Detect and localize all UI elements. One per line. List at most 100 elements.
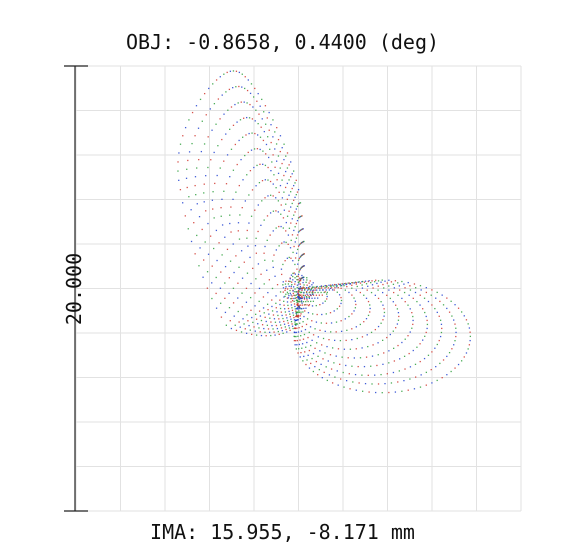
spot-point (359, 282, 362, 284)
spot-point (268, 111, 270, 114)
spot-point (312, 291, 314, 294)
spot-point (446, 307, 448, 310)
spot-point (296, 268, 298, 270)
spot-point (345, 282, 347, 285)
spot-point (232, 70, 235, 72)
spot-point (343, 386, 345, 388)
spot-point (292, 275, 294, 278)
spot-point (455, 327, 457, 329)
spot-point (297, 331, 300, 333)
spot-point (270, 194, 272, 196)
spot-point (377, 354, 379, 356)
spot-point (382, 291, 384, 294)
spot-point (232, 169, 235, 171)
spot-point (322, 358, 324, 360)
spot-point (300, 255, 302, 258)
spot-point (389, 297, 391, 300)
spot-point (190, 209, 192, 211)
spot-point (240, 250, 243, 252)
spot-point (283, 209, 285, 211)
spot-point (407, 389, 409, 391)
spot-point (285, 203, 287, 205)
spot-point (316, 342, 318, 344)
spot-point (272, 154, 274, 156)
spot-point (436, 291, 438, 294)
spot-point (354, 300, 357, 302)
spot-point (293, 184, 295, 187)
spot-point (337, 287, 339, 289)
spot-point (386, 294, 388, 296)
spot-point (237, 102, 239, 104)
spot-point (288, 324, 290, 327)
spot-point (368, 280, 370, 282)
spot-point (264, 105, 267, 107)
spot-point (279, 299, 281, 301)
spot-point (297, 293, 299, 295)
spot-point (219, 118, 221, 120)
spot-point (344, 289, 346, 291)
spot-point (234, 103, 236, 106)
spot-point (258, 113, 260, 115)
spot-point (351, 287, 353, 289)
spot-point (295, 314, 298, 316)
spot-point (282, 284, 284, 286)
spot-point (304, 351, 306, 353)
spot-point (294, 305, 296, 308)
spot-point (413, 388, 416, 390)
spot-point (284, 260, 286, 262)
spot-point (241, 86, 243, 88)
spot-point (460, 311, 463, 313)
spot-point (365, 297, 368, 299)
spot-point (195, 105, 198, 107)
spot-point (329, 285, 332, 287)
spot-point (290, 239, 292, 242)
spot-point (442, 304, 445, 306)
spot-point (224, 282, 226, 284)
spot-point (290, 304, 293, 306)
spot-point (439, 335, 442, 338)
spot-point (349, 388, 351, 390)
spot-point (287, 297, 290, 299)
spot-point (303, 284, 305, 286)
spot-point (317, 355, 319, 357)
spot-point (412, 315, 414, 318)
spot-point (300, 242, 302, 244)
spot-point (249, 329, 251, 331)
spot-point (361, 374, 363, 376)
spot-point (196, 203, 198, 205)
spot-point (312, 290, 314, 292)
spot-point (366, 334, 368, 336)
spot-point (412, 349, 414, 352)
spot-point (248, 132, 250, 135)
spot-point (304, 304, 306, 306)
spot-point (297, 314, 299, 317)
spot-point (306, 291, 308, 293)
spot-point (221, 198, 223, 200)
spot-point (273, 174, 275, 176)
spot-point (377, 297, 380, 300)
spot-point (288, 227, 291, 229)
spot-point (351, 365, 353, 367)
spot-point (248, 222, 250, 224)
spot-point (345, 380, 348, 382)
spot-point (321, 294, 323, 296)
spot-point (327, 360, 329, 362)
spot-point (301, 343, 304, 345)
spot-point (252, 321, 254, 324)
spot-point (244, 76, 246, 78)
image-coordinates-label: IMA: 15.955, -8.171 mm (150, 520, 415, 544)
spot-point (277, 155, 280, 157)
spot-point (340, 296, 342, 299)
spot-point (294, 308, 296, 310)
spot-point (293, 214, 295, 216)
spot-point (272, 210, 275, 212)
spot-point (272, 260, 274, 262)
spot-point (312, 300, 315, 302)
spot-point (225, 324, 227, 326)
spot-point (358, 382, 360, 384)
spot-point (338, 294, 341, 296)
spot-point (298, 283, 300, 285)
spot-point (245, 332, 248, 334)
spot-point (430, 294, 432, 296)
spot-point (236, 121, 238, 123)
